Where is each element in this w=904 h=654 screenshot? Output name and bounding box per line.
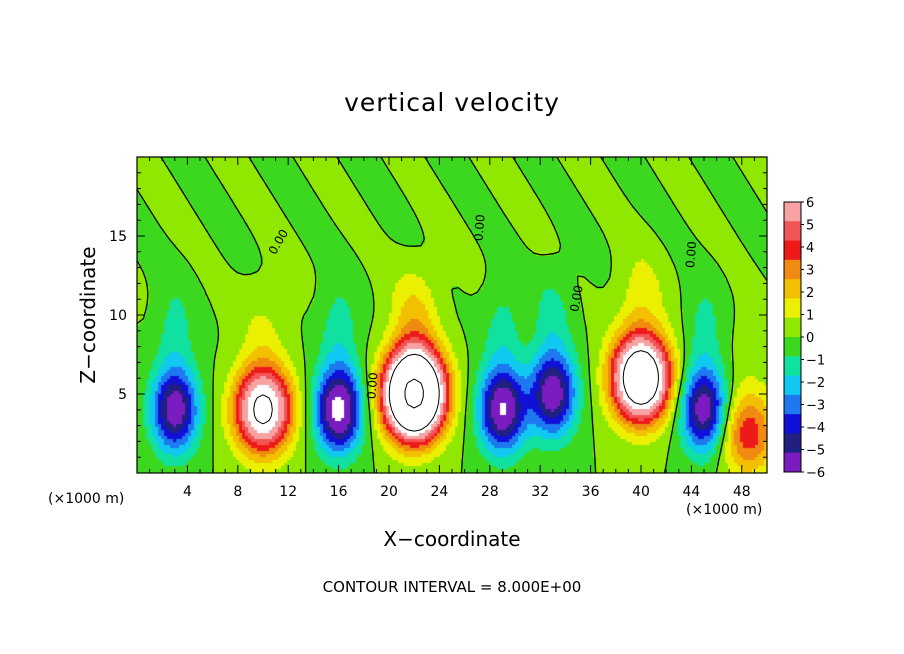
x-unit-label-right: (×1000 m) xyxy=(686,502,763,518)
colorbar-tick-label: 0 xyxy=(806,331,814,346)
contour-label: 0.00 xyxy=(364,372,380,400)
colorbar-swatch xyxy=(784,414,801,434)
colorbar-tick-label: 1 xyxy=(806,309,814,324)
colorbar-swatch xyxy=(784,433,801,454)
x-tick-label: 32 xyxy=(531,484,549,500)
x-unit-label-left: (×1000 m) xyxy=(48,491,125,507)
colorbar-swatch xyxy=(784,221,801,242)
positive-contour-2 xyxy=(404,378,424,409)
colorbar-tick-label: 3 xyxy=(806,264,814,279)
x-tick-label: 40 xyxy=(632,484,650,500)
colorbar-tick-label: −1 xyxy=(806,354,825,369)
contour-interval-note: CONTOUR INTERVAL = 8.000E+00 xyxy=(322,578,582,596)
contour-label: 0.00 xyxy=(567,284,585,313)
x-tick-label: 12 xyxy=(279,484,297,500)
colorbar-tick-label: 6 xyxy=(806,196,814,211)
colorbar-swatch xyxy=(784,337,801,357)
colorbar-tick-label: −6 xyxy=(806,466,825,481)
positive-contour xyxy=(253,350,659,432)
colorbar-swatch xyxy=(784,317,801,338)
y-axis-title: Z−coordinate xyxy=(76,246,100,384)
x-tick-label: 8 xyxy=(233,484,242,500)
x-tick-label: 48 xyxy=(733,484,751,500)
x-tick-label: 16 xyxy=(330,484,348,500)
x-tick-label: 44 xyxy=(682,484,700,500)
x-tick-label: 4 xyxy=(183,484,192,500)
colorbar-swatch xyxy=(784,375,801,396)
x-tick-label: 28 xyxy=(481,484,499,500)
colorbar-tick-label: −3 xyxy=(806,399,825,414)
y-tick-label: 10 xyxy=(109,308,127,324)
x-tick-label: 24 xyxy=(430,484,448,500)
colorbar-swatch xyxy=(784,259,801,280)
colorbar-swatch xyxy=(784,298,801,319)
x-axis-title: X−coordinate xyxy=(383,527,521,551)
colorbar-swatch xyxy=(784,279,801,299)
contour-label: 0.00 xyxy=(683,241,699,269)
colorbar-tick-label: −2 xyxy=(806,376,825,391)
colorbar-tick-label: −5 xyxy=(806,444,825,459)
colorbar-tick-label: 2 xyxy=(806,286,814,301)
colorbar-swatch xyxy=(784,240,801,261)
contour-label: 0.00 xyxy=(471,214,487,242)
colorbar-tick-label: −4 xyxy=(806,421,825,436)
y-tick-label: 5 xyxy=(118,387,127,403)
chart-title: vertical velocity xyxy=(344,88,560,117)
y-tick-label: 15 xyxy=(109,229,127,245)
colorbar-swatch xyxy=(784,202,801,222)
colorbar-swatch xyxy=(784,356,801,377)
colorbar-swatch xyxy=(784,394,801,415)
colorbar-swatch xyxy=(784,452,801,473)
velocity-heatmap xyxy=(137,157,767,473)
colorbar-tick-label: 4 xyxy=(806,241,814,256)
colorbar-tick-label: 5 xyxy=(806,219,814,234)
x-tick-label: 36 xyxy=(582,484,600,500)
x-tick-label: 20 xyxy=(380,484,398,500)
